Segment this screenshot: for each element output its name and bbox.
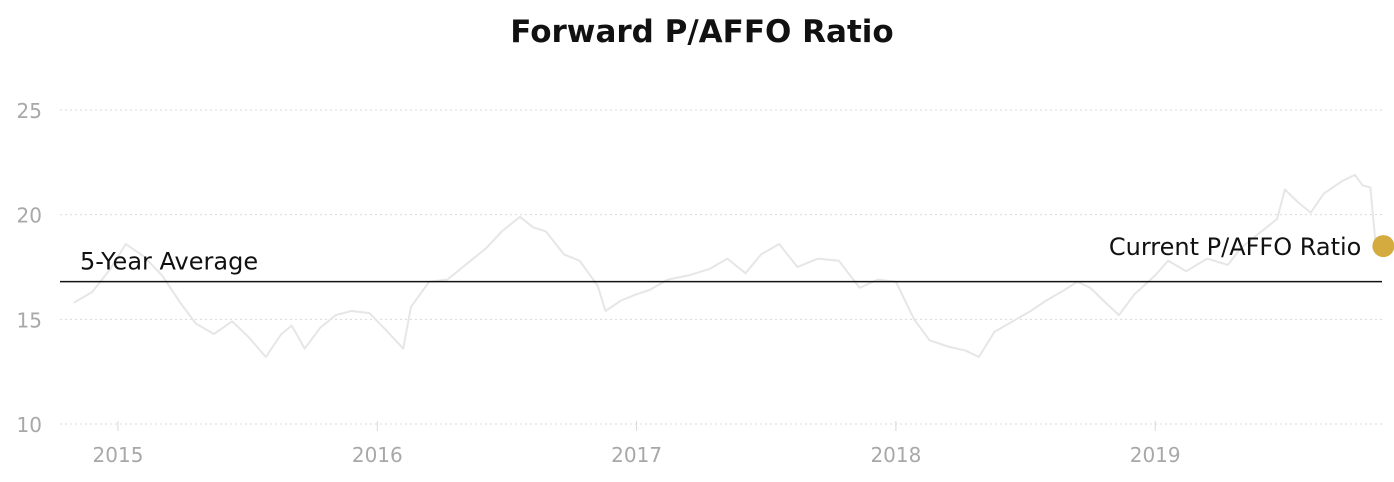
y-tick-label-20: 20 (17, 204, 42, 228)
ratio-series-line (73, 173, 1377, 358)
series-layer (73, 173, 1377, 358)
current-layer: Current P/AFFO Ratio (1109, 233, 1394, 261)
x-tick-label-2019: 2019 (1130, 443, 1181, 467)
average-label: 5-Year Average (80, 248, 258, 276)
chart-title: Forward P/AFFO Ratio (510, 14, 894, 50)
average-layer: 5-Year Average (60, 248, 1382, 283)
current-label: Current P/AFFO Ratio (1109, 233, 1362, 261)
y-axis-ticks: 10 15 20 25 (17, 99, 42, 437)
y-tick-label-15: 15 (17, 308, 42, 332)
gridlines (60, 109, 1382, 425)
x-tick-label-2018: 2018 (870, 443, 921, 467)
y-tick-label-25: 25 (17, 99, 42, 123)
x-tick-label-2017: 2017 (611, 443, 662, 467)
x-tick-label-2016: 2016 (352, 443, 403, 467)
x-tick-label-2015: 2015 (93, 443, 144, 467)
x-axis-ticks: 2015 2016 2017 2018 2019 (93, 421, 1181, 467)
current-marker (1372, 235, 1394, 258)
y-tick-label-10: 10 (17, 413, 42, 437)
